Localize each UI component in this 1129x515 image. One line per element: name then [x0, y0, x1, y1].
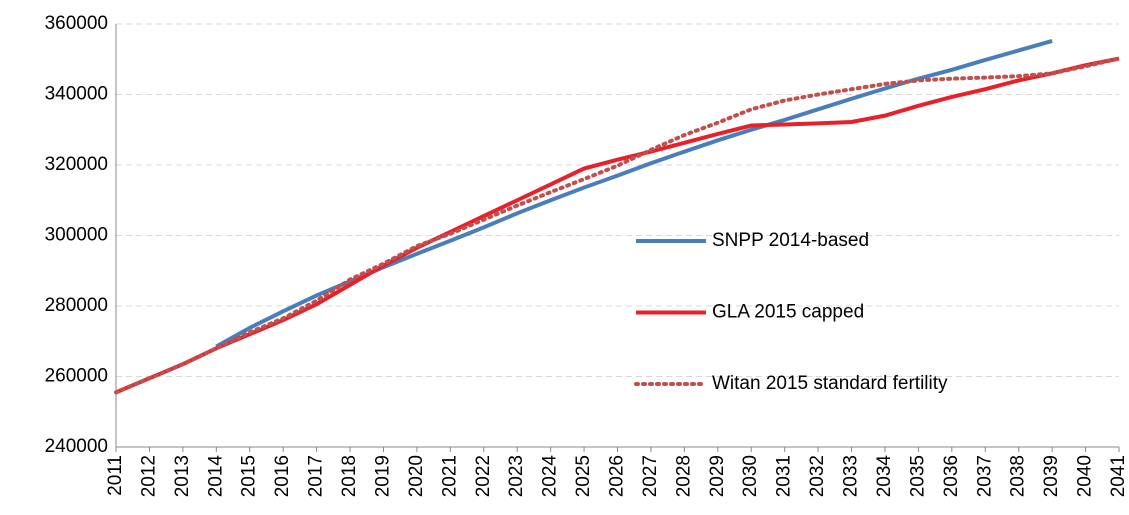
x-tick-label: 2036 — [941, 455, 962, 497]
x-tick-label: 2019 — [372, 455, 393, 497]
x-tick-label: 2016 — [272, 455, 293, 497]
x-tick-label: 2040 — [1075, 455, 1096, 497]
x-tick-label: 2024 — [540, 455, 561, 498]
x-tick-label: 2034 — [874, 455, 895, 498]
y-tick-label: 260000 — [45, 366, 108, 387]
y-tick-label: 240000 — [45, 436, 108, 457]
x-tick-label: 2031 — [774, 455, 795, 497]
legend-label: SNPP 2014-based — [712, 230, 869, 251]
x-tick-label: 2028 — [673, 455, 694, 497]
x-tick-label: 2030 — [740, 455, 761, 497]
x-tick-label: 2025 — [573, 455, 594, 497]
series-line — [115, 56, 1120, 395]
legend-label: GLA 2015 capped — [712, 302, 864, 323]
legend-label: Witan 2015 standard fertility — [712, 373, 948, 394]
x-tick-label: 2015 — [239, 455, 260, 497]
y-tick-label: 300000 — [45, 225, 108, 246]
x-tick-label: 2032 — [807, 455, 828, 497]
x-tick-label: 2033 — [841, 455, 862, 497]
y-tick-label: 360000 — [45, 13, 108, 34]
x-tick-label: 2018 — [339, 455, 360, 497]
series-line — [215, 38, 1053, 349]
x-tick-label: 2012 — [138, 455, 159, 497]
x-tick-label: 2014 — [205, 455, 226, 498]
x-tick-label: 2011 — [105, 455, 126, 496]
x-tick-label: 2037 — [974, 455, 995, 497]
series-line — [114, 56, 1121, 395]
x-tick-label: 2013 — [172, 455, 193, 497]
x-tick-label: 2017 — [306, 455, 327, 497]
x-tick-label: 2023 — [506, 455, 527, 497]
x-tick-label: 2027 — [640, 455, 661, 497]
x-tick-label: 2041 — [1108, 455, 1129, 497]
y-tick-label: 280000 — [45, 295, 108, 316]
x-tick-label: 2026 — [607, 455, 628, 497]
y-tick-label: 320000 — [45, 154, 108, 175]
y-tick-label: 340000 — [45, 84, 108, 105]
x-tick-label: 2038 — [1008, 455, 1029, 497]
x-tick-label: 2022 — [473, 455, 494, 497]
x-tick-label: 2029 — [707, 455, 728, 497]
x-tick-label: 2039 — [1041, 455, 1062, 497]
x-tick-label: 2035 — [907, 455, 928, 497]
x-tick-label: 2021 — [439, 455, 460, 497]
x-tick-label: 2020 — [406, 455, 427, 497]
